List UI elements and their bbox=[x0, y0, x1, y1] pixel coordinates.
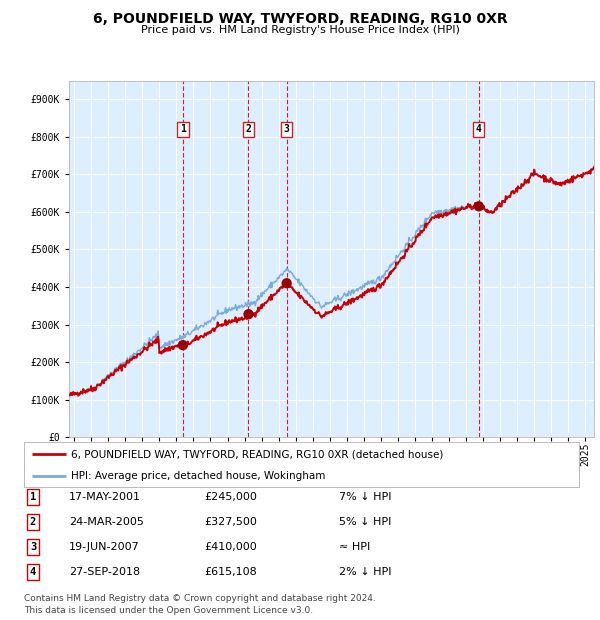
Text: 6, POUNDFIELD WAY, TWYFORD, READING, RG10 0XR (detached house): 6, POUNDFIELD WAY, TWYFORD, READING, RG1… bbox=[71, 449, 443, 459]
Text: Contains HM Land Registry data © Crown copyright and database right 2024.: Contains HM Land Registry data © Crown c… bbox=[24, 593, 376, 603]
Text: This data is licensed under the Open Government Licence v3.0.: This data is licensed under the Open Gov… bbox=[24, 606, 313, 615]
Point bbox=[244, 309, 253, 319]
Text: 24-MAR-2005: 24-MAR-2005 bbox=[69, 517, 144, 527]
Text: 4: 4 bbox=[476, 125, 482, 135]
Text: 3: 3 bbox=[30, 542, 36, 552]
Text: ≈ HPI: ≈ HPI bbox=[339, 542, 370, 552]
Text: £327,500: £327,500 bbox=[204, 517, 257, 527]
Text: £245,000: £245,000 bbox=[204, 492, 257, 502]
Text: 5% ↓ HPI: 5% ↓ HPI bbox=[339, 517, 391, 527]
Point bbox=[474, 202, 484, 211]
Text: 1: 1 bbox=[180, 125, 186, 135]
Text: 2: 2 bbox=[30, 517, 36, 527]
Text: 2: 2 bbox=[245, 125, 251, 135]
Point bbox=[178, 340, 188, 350]
Text: 7% ↓ HPI: 7% ↓ HPI bbox=[339, 492, 391, 502]
Text: £615,108: £615,108 bbox=[204, 567, 257, 577]
Text: 4: 4 bbox=[30, 567, 36, 577]
Text: 2% ↓ HPI: 2% ↓ HPI bbox=[339, 567, 391, 577]
Point bbox=[282, 278, 292, 288]
Text: 1: 1 bbox=[30, 492, 36, 502]
Text: £410,000: £410,000 bbox=[204, 542, 257, 552]
Text: 6, POUNDFIELD WAY, TWYFORD, READING, RG10 0XR: 6, POUNDFIELD WAY, TWYFORD, READING, RG1… bbox=[92, 12, 508, 27]
Text: 3: 3 bbox=[284, 125, 290, 135]
Text: Price paid vs. HM Land Registry's House Price Index (HPI): Price paid vs. HM Land Registry's House … bbox=[140, 25, 460, 35]
Text: 17-MAY-2001: 17-MAY-2001 bbox=[69, 492, 141, 502]
Text: 27-SEP-2018: 27-SEP-2018 bbox=[69, 567, 140, 577]
Text: HPI: Average price, detached house, Wokingham: HPI: Average price, detached house, Woki… bbox=[71, 471, 326, 480]
Text: 19-JUN-2007: 19-JUN-2007 bbox=[69, 542, 140, 552]
